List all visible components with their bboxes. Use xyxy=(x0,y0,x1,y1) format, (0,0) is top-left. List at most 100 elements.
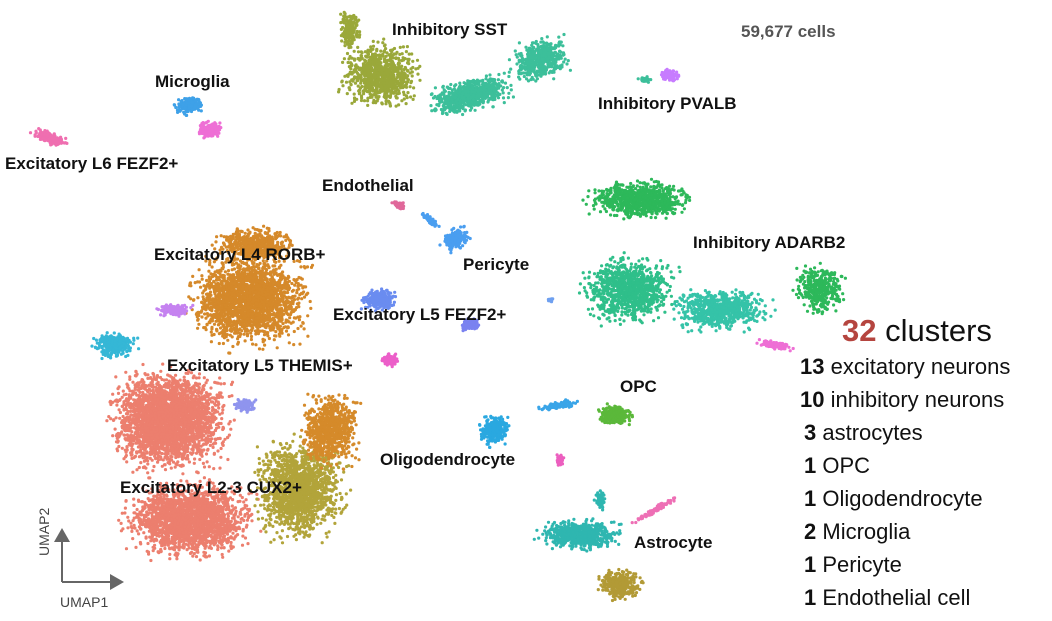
cell-point xyxy=(469,79,474,83)
cell-point xyxy=(448,109,452,114)
cell-point xyxy=(444,99,448,104)
cell-point xyxy=(392,91,396,95)
cell-point xyxy=(404,94,408,98)
cell-point xyxy=(382,68,386,72)
cell-point xyxy=(616,182,620,187)
cell-point xyxy=(643,201,648,205)
cell-point xyxy=(43,129,47,133)
cell-point xyxy=(361,62,365,66)
cell-point xyxy=(401,58,405,62)
cell-point xyxy=(395,87,399,91)
cell-point xyxy=(344,80,349,84)
cell-point xyxy=(605,188,610,193)
cell-point xyxy=(670,74,674,78)
cell-point xyxy=(402,74,406,78)
cell-point xyxy=(598,194,602,198)
cell-point xyxy=(557,35,561,39)
cell-point xyxy=(373,69,377,73)
cell-point xyxy=(54,139,59,143)
cell-point xyxy=(615,187,619,191)
cell-point xyxy=(526,69,531,73)
cell-point xyxy=(402,97,406,101)
cell-point xyxy=(339,21,343,25)
cell-point xyxy=(364,65,368,69)
cell-point xyxy=(178,109,182,113)
cell-point xyxy=(621,183,625,187)
cell-point xyxy=(387,58,391,62)
cell-point xyxy=(393,200,397,204)
cell-point xyxy=(461,106,465,110)
cell-point xyxy=(49,133,53,137)
cell-point xyxy=(492,82,496,86)
cell-point xyxy=(496,82,501,86)
cell-point xyxy=(623,208,628,213)
cell-point xyxy=(673,211,677,215)
cell-point xyxy=(362,81,366,85)
cell-point xyxy=(629,200,633,204)
cell-point xyxy=(636,77,640,81)
cell-point xyxy=(620,188,624,192)
cell-point xyxy=(405,45,409,49)
cell-point xyxy=(660,202,664,206)
cell-point xyxy=(48,141,52,145)
cell-point xyxy=(669,294,674,298)
cell-point xyxy=(345,15,349,19)
cell-point xyxy=(349,83,353,87)
cell-point xyxy=(348,54,352,59)
cell-point xyxy=(481,99,486,103)
cell-point xyxy=(212,123,217,127)
cell-point xyxy=(378,54,382,58)
cell-point xyxy=(631,203,635,207)
cell-point xyxy=(635,278,639,282)
cell-point xyxy=(511,95,515,99)
cell-point xyxy=(400,78,404,82)
cell-point xyxy=(350,63,354,67)
cell-point xyxy=(492,78,496,82)
cell-point xyxy=(562,52,566,57)
cell-point xyxy=(353,58,357,62)
cell-point xyxy=(400,52,404,56)
cell-point xyxy=(405,76,409,80)
cell-point xyxy=(342,57,346,61)
cell-point xyxy=(665,290,669,294)
cell-point xyxy=(350,101,354,105)
cell-point xyxy=(345,92,349,96)
cell-point xyxy=(462,85,466,89)
cell-point xyxy=(388,75,392,80)
cell-point xyxy=(618,198,622,202)
cell-point xyxy=(433,219,437,223)
cell-point xyxy=(472,90,476,94)
cell-point xyxy=(376,40,380,44)
cell-point xyxy=(374,94,378,98)
cell-point xyxy=(609,213,613,217)
cell-point xyxy=(659,300,664,304)
cell-point xyxy=(193,103,197,107)
cell-point xyxy=(585,291,589,295)
cell-point xyxy=(667,193,671,197)
cell-point xyxy=(534,74,539,78)
cell-point xyxy=(670,71,674,75)
cell-point xyxy=(342,14,346,18)
cell-point xyxy=(558,43,562,47)
cell-point xyxy=(368,92,372,96)
cell-point xyxy=(624,199,628,203)
cell-point xyxy=(433,86,437,90)
cell-point xyxy=(537,56,541,60)
cell-point xyxy=(506,96,510,100)
cell-point xyxy=(507,74,511,79)
cell-point xyxy=(530,64,534,68)
cell-point xyxy=(646,310,650,314)
cell-point xyxy=(443,234,448,238)
cell-point xyxy=(656,199,660,203)
cell-point xyxy=(613,313,617,318)
cell-point xyxy=(463,98,467,103)
cell-point xyxy=(337,87,341,92)
cell-point xyxy=(406,69,410,73)
cell-point xyxy=(517,41,522,45)
cell-point xyxy=(649,209,654,213)
cell-point xyxy=(352,68,357,72)
cell-point xyxy=(514,53,518,57)
cell-point xyxy=(205,127,210,131)
cell-point xyxy=(349,67,353,71)
cell-point xyxy=(440,92,444,96)
